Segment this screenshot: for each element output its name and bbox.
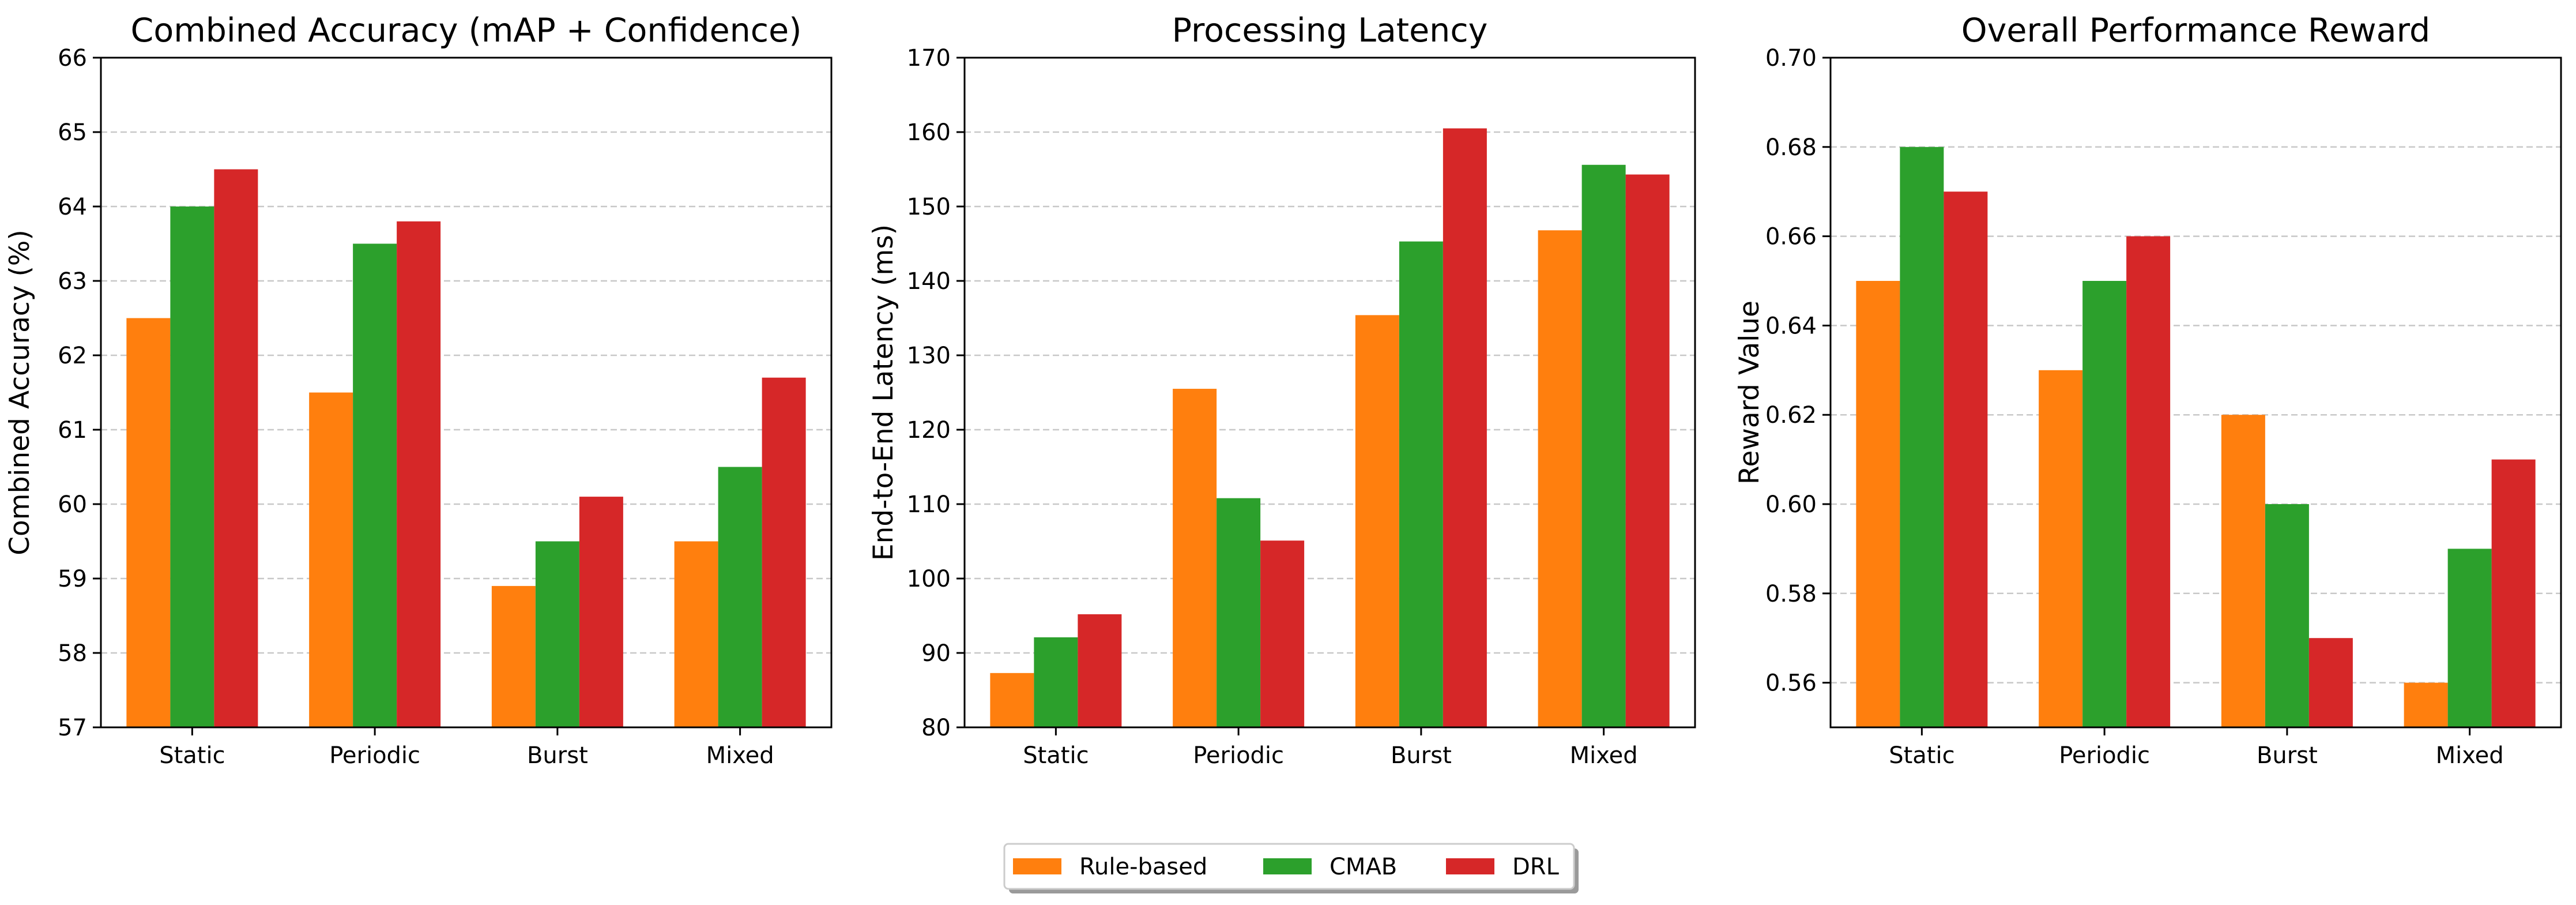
latency-bar-cmab-burst xyxy=(1399,241,1443,727)
accuracy-x-tick-label: Static xyxy=(159,742,225,769)
latency-y-axis-label: End-to-End Latency (ms) xyxy=(868,224,899,561)
accuracy-axes-frame xyxy=(100,57,833,728)
latency-y-tick-label: 90 xyxy=(921,640,951,667)
accuracy-y-tick-label: 63 xyxy=(58,268,87,295)
latency-x-tick-label: Periodic xyxy=(1193,742,1284,769)
reward-bar-cmab-mixed xyxy=(2447,549,2492,727)
reward-bar-rule-based-burst xyxy=(2221,415,2265,727)
accuracy-y-tick-label: 61 xyxy=(58,417,87,444)
latency-bar-rule-based-mixed xyxy=(1538,230,1582,727)
reward-y-tick-label: 0.58 xyxy=(1765,581,1817,607)
reward-x-tick-label: Burst xyxy=(2257,742,2318,769)
reward-y-axis-label: Reward Value xyxy=(1734,301,1765,485)
reward-bar-drl-static xyxy=(1944,191,1988,727)
reward-y-tick-label: 0.68 xyxy=(1765,134,1817,161)
accuracy-bar-cmab-static xyxy=(170,206,214,727)
accuracy-y-tick-label: 65 xyxy=(58,119,87,146)
latency-bar-rule-based-static xyxy=(990,673,1034,727)
reward-y-tick-label: 0.64 xyxy=(1765,313,1817,339)
accuracy-x-tick-label: Burst xyxy=(527,742,588,769)
legend-label: DRL xyxy=(1512,854,1560,880)
reward-y-tick-label: 0.56 xyxy=(1765,670,1817,697)
legend-entry-rule-based: Rule-based xyxy=(1013,854,1207,880)
legend-swatch xyxy=(1263,858,1312,874)
accuracy-y-tick-label: 58 xyxy=(58,640,87,667)
reward-bar-rule-based-mixed xyxy=(2404,682,2448,727)
accuracy-x-tick-label: Periodic xyxy=(329,742,420,769)
latency-y-tick-label: 170 xyxy=(907,45,951,72)
latency-bar-cmab-mixed xyxy=(1581,164,1626,727)
latency-y-tick-label: 140 xyxy=(907,268,951,295)
accuracy-bar-rule-based-static xyxy=(126,318,171,727)
reward-bar-cmab-burst xyxy=(2265,504,2309,727)
accuracy-panel-title: Combined Accuracy (mAP + Confidence) xyxy=(131,12,802,50)
accuracy-bar-drl-mixed xyxy=(762,377,806,727)
latency-y-tick-label: 100 xyxy=(907,566,951,592)
accuracy-bar-drl-periodic xyxy=(397,221,441,727)
latency-bar-drl-periodic xyxy=(1260,540,1305,727)
latency-x-tick-label: Mixed xyxy=(1570,742,1638,769)
reward-y-tick-label: 0.62 xyxy=(1765,402,1817,429)
reward-axes-frame xyxy=(1829,57,2562,728)
legend-entry-cmab: CMAB xyxy=(1263,854,1397,880)
latency-y-tick-label: 160 xyxy=(907,119,951,146)
latency-bar-rule-based-periodic xyxy=(1173,389,1217,727)
accuracy-x-tick-label: Mixed xyxy=(706,742,774,769)
reward-bar-rule-based-static xyxy=(1856,281,1900,727)
reward-bar-drl-mixed xyxy=(2491,459,2536,727)
latency-bar-drl-burst xyxy=(1443,128,1487,727)
reward-bar-drl-periodic xyxy=(2126,236,2171,728)
accuracy-y-axis-label: Combined Accuracy (%) xyxy=(4,230,36,555)
reward-x-tick-label: Mixed xyxy=(2436,742,2504,769)
accuracy-y-tick-label: 66 xyxy=(58,45,87,72)
reward-y-tick-label: 0.70 xyxy=(1765,45,1817,72)
reward-bar-rule-based-periodic xyxy=(2039,370,2083,727)
legend-entry-drl: DRL xyxy=(1446,854,1560,880)
latency-bar-cmab-static xyxy=(1034,637,1078,727)
accuracy-y-tick-label: 64 xyxy=(58,194,87,220)
latency-axes-frame xyxy=(963,57,1696,728)
accuracy-panel: Combined Accuracy (mAP + Confidence) Com… xyxy=(4,12,833,769)
legend-swatch xyxy=(1446,858,1494,874)
latency-y-tick-label: 120 xyxy=(907,417,951,444)
legend-label: CMAB xyxy=(1330,854,1397,880)
legend-swatch xyxy=(1013,858,1061,874)
accuracy-y-tick-label: 59 xyxy=(58,566,87,592)
latency-y-tick-label: 130 xyxy=(907,343,951,369)
latency-bar-rule-based-burst xyxy=(1355,315,1399,727)
latency-bar-cmab-periodic xyxy=(1217,498,1261,727)
accuracy-bar-rule-based-mixed xyxy=(674,541,718,727)
latency-x-tick-label: Static xyxy=(1023,742,1089,769)
accuracy-y-tick-label: 57 xyxy=(58,715,87,741)
latency-panel-title: Processing Latency xyxy=(1172,12,1488,50)
reward-bar-cmab-periodic xyxy=(2082,281,2127,727)
accuracy-bar-rule-based-periodic xyxy=(309,392,353,727)
latency-bar-drl-mixed xyxy=(1625,174,1670,727)
accuracy-y-tick-label: 62 xyxy=(58,343,87,369)
accuracy-y-tick-label: 60 xyxy=(58,491,87,518)
reward-x-tick-label: Static xyxy=(1889,742,1954,769)
accuracy-bar-cmab-mixed xyxy=(718,467,762,727)
legend-label: Rule-based xyxy=(1079,854,1207,880)
accuracy-bar-drl-burst xyxy=(579,497,623,727)
legend: Rule-based CMAB DRL xyxy=(1003,843,1579,893)
latency-bar-drl-static xyxy=(1078,614,1122,727)
reward-x-tick-label: Periodic xyxy=(2059,742,2150,769)
latency-panel: Processing Latency End-to-End Latency (m… xyxy=(868,12,1696,769)
accuracy-bar-cmab-periodic xyxy=(353,243,397,727)
reward-bar-drl-burst xyxy=(2308,638,2353,727)
accuracy-bar-rule-based-burst xyxy=(491,585,536,727)
latency-x-tick-label: Burst xyxy=(1391,742,1452,769)
latency-y-tick-label: 150 xyxy=(907,194,951,220)
accuracy-bar-drl-static xyxy=(214,169,258,727)
latency-y-tick-label: 110 xyxy=(907,491,951,518)
reward-y-tick-label: 0.60 xyxy=(1765,491,1817,518)
reward-bar-cmab-static xyxy=(1900,147,1944,728)
reward-y-tick-label: 0.66 xyxy=(1765,224,1817,250)
latency-y-tick-label: 80 xyxy=(921,715,951,741)
reward-panel-title: Overall Performance Reward xyxy=(1961,12,2430,50)
reward-panel: Overall Performance Reward Reward Value … xyxy=(1734,12,2562,769)
accuracy-bar-cmab-burst xyxy=(535,541,579,727)
